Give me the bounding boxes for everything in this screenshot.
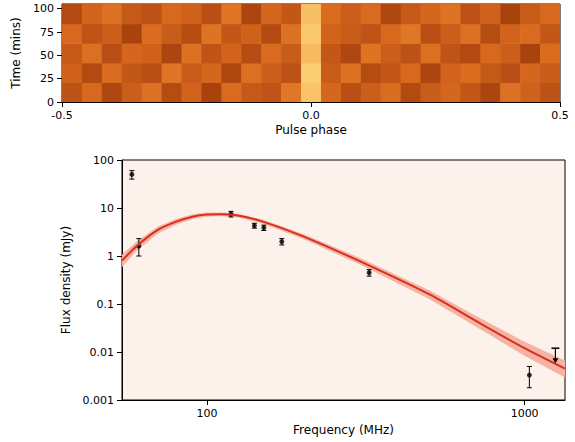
svg-text:100: 100 (33, 2, 54, 15)
svg-text:0.01: 0.01 (90, 346, 115, 359)
svg-text:0.001: 0.001 (83, 394, 115, 407)
svg-text:25: 25 (40, 72, 54, 85)
svg-text:50: 50 (40, 49, 54, 62)
svg-text:Time (mins): Time (mins) (9, 17, 23, 89)
svg-text:Flux density (mJy): Flux density (mJy) (59, 226, 73, 334)
svg-text:0.5: 0.5 (551, 109, 569, 122)
svg-text:0.1: 0.1 (97, 298, 115, 311)
svg-text:75: 75 (40, 26, 54, 39)
svg-text:10: 10 (100, 202, 114, 215)
svg-text:0.0: 0.0 (302, 109, 320, 122)
svg-text:100: 100 (196, 407, 217, 420)
svg-text:0: 0 (47, 96, 54, 109)
svg-text:Pulse phase: Pulse phase (275, 123, 347, 137)
svg-text:1000: 1000 (511, 407, 539, 420)
svg-text:-0.5: -0.5 (51, 109, 72, 122)
svg-text:100: 100 (93, 154, 114, 167)
svg-text:Frequency (MHz): Frequency (MHz) (293, 423, 394, 437)
svg-text:1: 1 (107, 250, 114, 263)
